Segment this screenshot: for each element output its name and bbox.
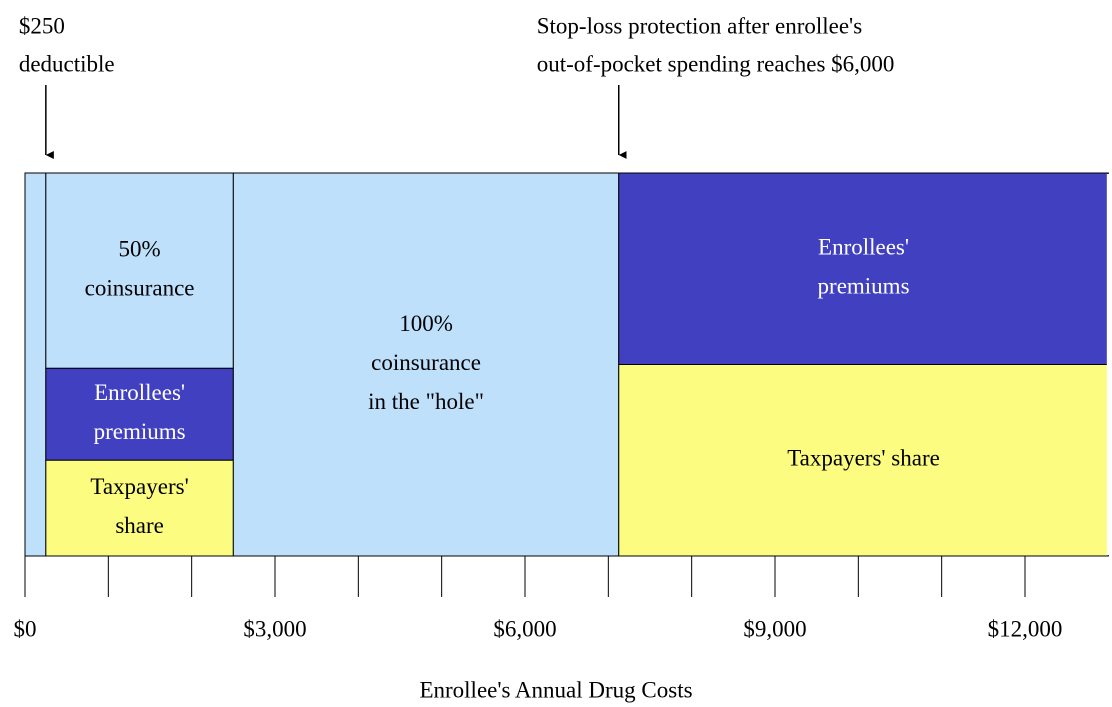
segment	[24, 172, 47, 557]
segment-label: coinsurance	[371, 350, 481, 375]
segment-label: share	[115, 513, 164, 538]
segment	[618, 172, 1109, 365]
segment	[232, 172, 620, 557]
segment-label: Taxpayers'	[90, 474, 188, 499]
x-tick-label: $3,000	[243, 616, 306, 641]
annotation: deductible	[19, 51, 115, 76]
segment-label: Enrollees'	[818, 235, 909, 260]
segment	[45, 172, 234, 369]
segment-label: premiums	[818, 274, 910, 299]
segment	[45, 367, 234, 461]
x-tick-label: $12,000	[988, 616, 1063, 641]
segment-label: 50%	[118, 236, 160, 261]
segment-label: in the "hole"	[368, 389, 484, 414]
segment-label: Enrollees'	[94, 380, 185, 405]
segment-label: coinsurance	[85, 275, 195, 300]
segment-label: 100%	[399, 311, 453, 336]
annotation: Stop-loss protection after enrollee's	[537, 13, 862, 38]
segment	[618, 364, 1109, 557]
segment	[45, 459, 234, 557]
x-tick-label: $6,000	[493, 616, 556, 641]
x-tick-label: $0	[14, 616, 37, 641]
segment-label: premiums	[94, 419, 186, 444]
x-tick-label: $9,000	[743, 616, 806, 641]
segment-label: Taxpayers' share	[787, 446, 940, 471]
x-axis-title: Enrollee's Annual Drug Costs	[419, 677, 692, 702]
annotation: $250	[19, 13, 65, 38]
annotation: out-of-pocket spending reaches $6,000	[537, 51, 895, 76]
